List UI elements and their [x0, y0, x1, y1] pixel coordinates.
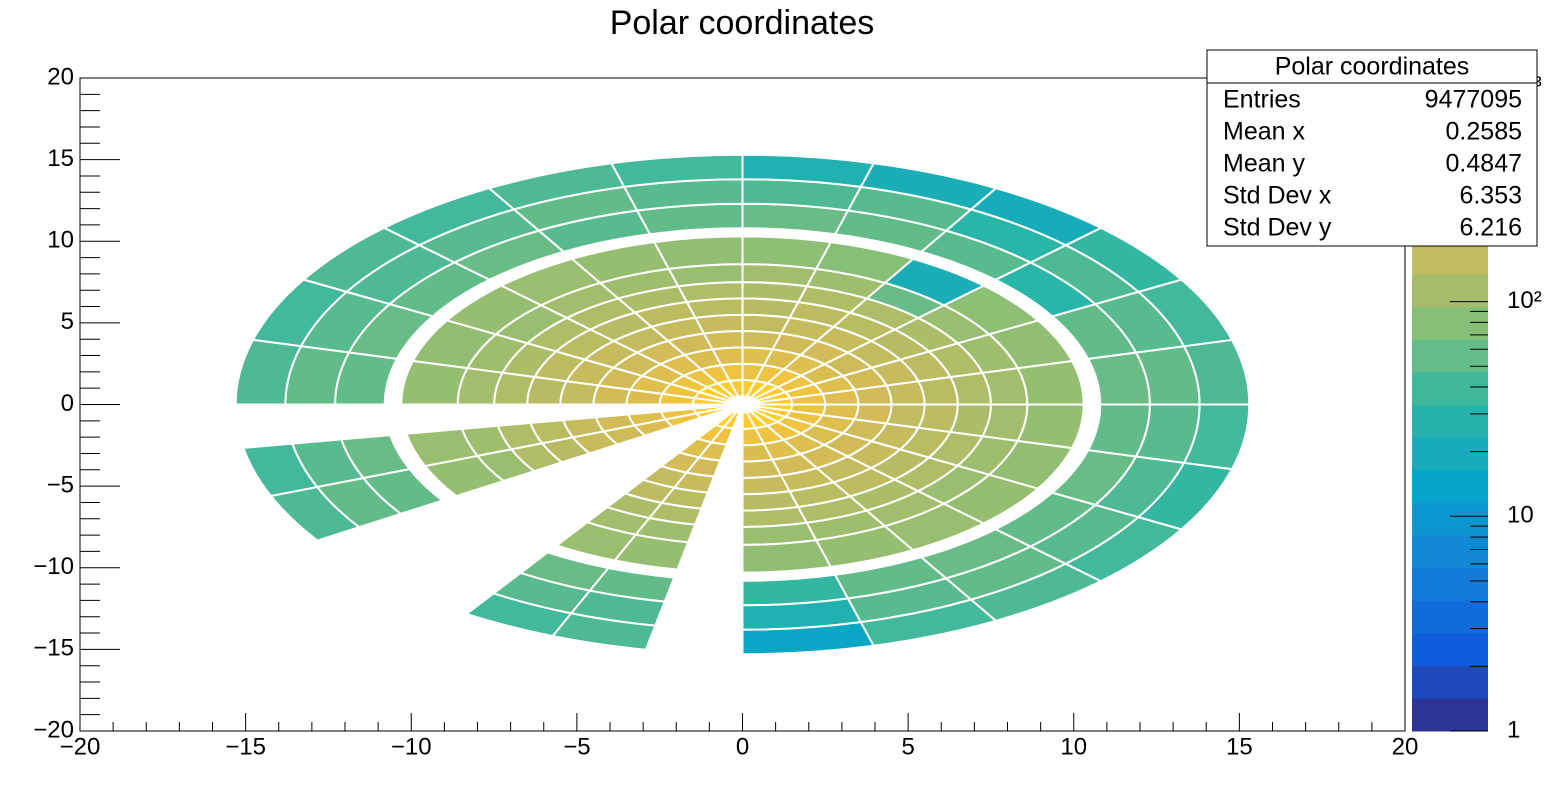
z-tick-label: 1 — [1507, 716, 1520, 743]
y-tick-label: 0 — [61, 390, 74, 417]
cell — [400, 359, 469, 406]
color-band — [1412, 437, 1488, 471]
color-band — [1412, 665, 1488, 699]
y-tick-label: −5 — [47, 471, 74, 498]
color-band — [1412, 371, 1488, 405]
cell — [612, 533, 690, 571]
cell — [884, 403, 926, 429]
y-tick-label: −20 — [33, 716, 74, 743]
color-band — [1412, 502, 1488, 536]
color-band — [1412, 241, 1488, 275]
stats-value: 9477095 — [1425, 86, 1522, 114]
cell — [423, 454, 506, 498]
y-tick-label: 15 — [47, 145, 74, 172]
chart-title: Polar coordinates — [610, 4, 875, 42]
cell — [852, 403, 893, 425]
cell — [269, 485, 362, 542]
x-tick-label: −20 — [60, 733, 101, 760]
stats-label: Mean y — [1223, 150, 1305, 178]
stats-value: 6.353 — [1459, 182, 1522, 210]
x-tick-label: −5 — [563, 733, 590, 760]
y-tick-label: −10 — [33, 553, 74, 580]
stats-label: Mean x — [1223, 118, 1305, 146]
y-tick-label: −15 — [33, 635, 74, 662]
cell — [741, 539, 833, 574]
color-band — [1412, 339, 1488, 373]
z-tick-label: 10 — [1507, 502, 1534, 529]
color-band — [1412, 404, 1488, 438]
color-band — [1412, 600, 1488, 634]
x-tick-label: 0 — [736, 733, 749, 760]
y-tick-label: 5 — [61, 308, 74, 335]
color-band — [1412, 633, 1488, 667]
x-tick-label: −10 — [391, 733, 432, 760]
stats-value: 0.4847 — [1446, 150, 1522, 178]
y-tick-label: 20 — [47, 63, 74, 90]
cell — [592, 384, 633, 406]
y-tick-label: 10 — [47, 227, 74, 254]
stats-label: Std Dev y — [1223, 214, 1332, 242]
stats-label: Entries — [1223, 86, 1301, 114]
x-tick-label: 15 — [1226, 733, 1253, 760]
x-tick-label: 10 — [1060, 733, 1087, 760]
color-band — [1412, 567, 1488, 601]
stats-value: 6.216 — [1459, 214, 1522, 242]
stats-value: 0.2585 — [1446, 118, 1522, 146]
x-tick-label: 20 — [1392, 733, 1419, 760]
cell — [652, 235, 744, 270]
x-tick-label: 5 — [901, 733, 914, 760]
cell — [234, 338, 303, 406]
cell — [1182, 403, 1251, 471]
stats-label: Std Dev x — [1223, 182, 1332, 210]
stats-box: Polar coordinates Entries 9477095 Mean x 0.2… — [1206, 49, 1538, 247]
color-band — [1412, 698, 1488, 732]
cell — [1016, 403, 1085, 450]
color-band — [1412, 469, 1488, 503]
cell — [741, 235, 833, 270]
color-band — [1412, 535, 1488, 569]
stats-title: Polar coordinates — [1275, 53, 1470, 81]
cell — [559, 380, 601, 406]
z-tick-label: 10² — [1507, 287, 1542, 314]
color-band — [1412, 306, 1488, 340]
cell — [550, 612, 657, 651]
x-tick-label: −15 — [225, 733, 266, 760]
